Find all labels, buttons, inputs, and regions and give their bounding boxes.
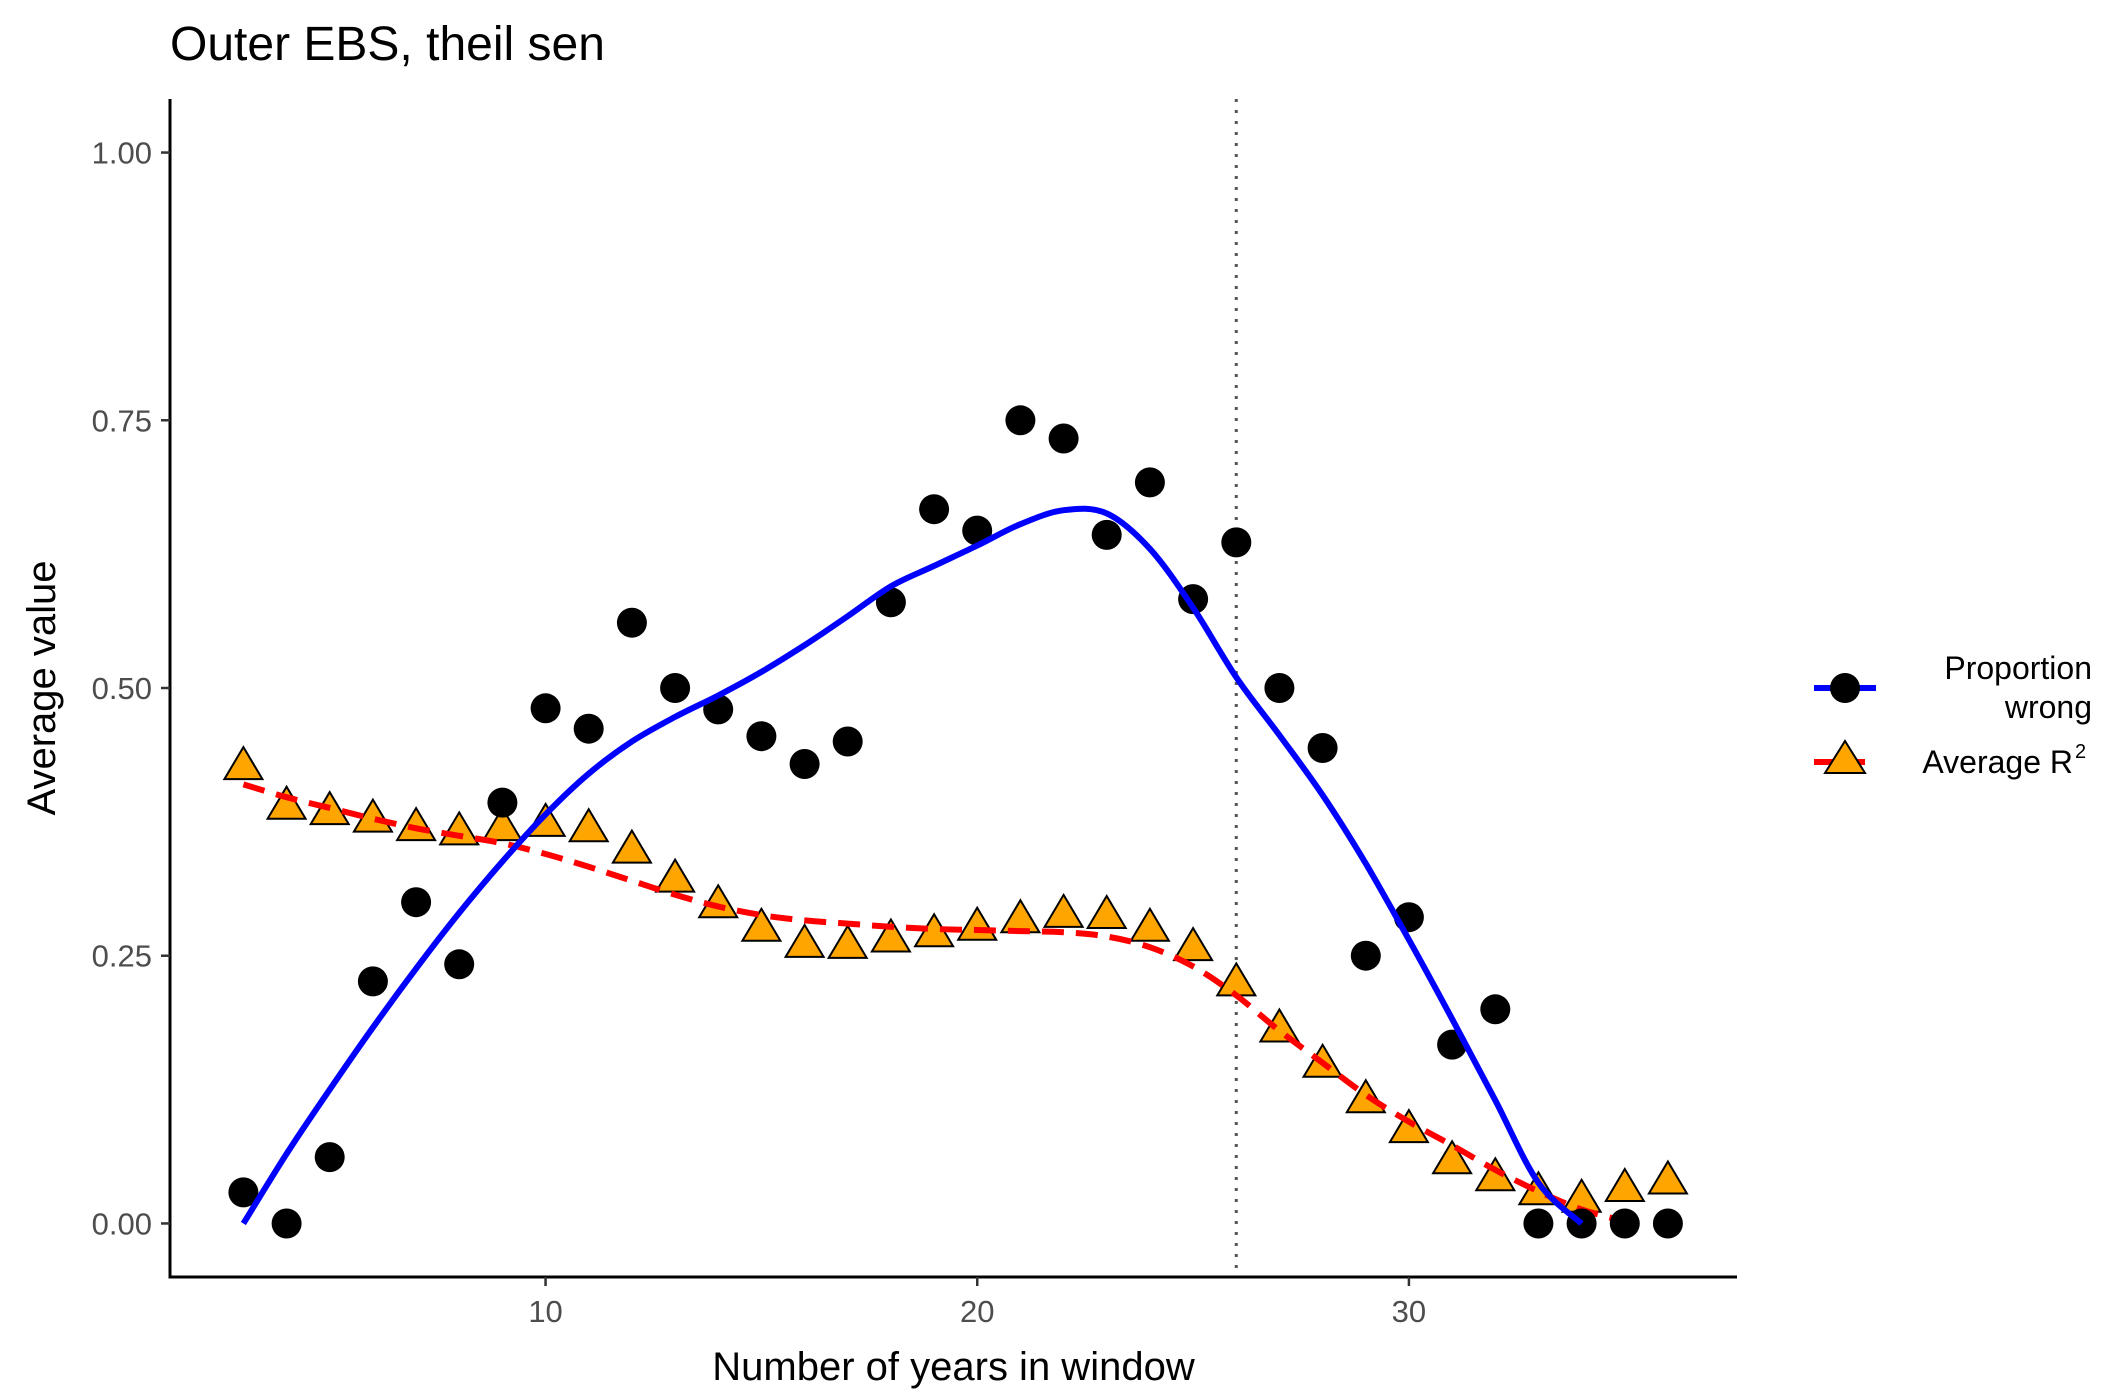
- legend: Proportion wrong Average R 2: [1814, 650, 2092, 780]
- point-proportion-wrong: [832, 726, 863, 757]
- y-tick-label: 0.25: [92, 939, 152, 974]
- point-average-r2: [956, 905, 998, 941]
- point-average-r2: [567, 807, 610, 843]
- point-proportion-wrong: [875, 587, 906, 618]
- point-average-r2: [611, 828, 653, 864]
- legend-label-proportion-wrong-line1: Proportion: [1944, 650, 2092, 686]
- point-proportion-wrong: [530, 693, 561, 724]
- smooth-line-average-r2: [242, 781, 1626, 1225]
- point-average-r2: [1215, 961, 1258, 997]
- point-average-r2: [999, 898, 1042, 934]
- point-average-r2: [1042, 892, 1085, 928]
- point-proportion-wrong: [573, 713, 604, 744]
- point-average-r2: [395, 806, 437, 842]
- point-average-r2: [654, 857, 696, 893]
- smooth-line-proportion-wrong: [240, 505, 1584, 1226]
- legend-label-average-r2: Average R: [1922, 744, 2073, 780]
- legend-key-marker-average-r2: [1823, 739, 1867, 774]
- x-axis-title: Number of years in window: [712, 1345, 1195, 1389]
- point-proportion-wrong: [1523, 1208, 1554, 1239]
- y-tick-label: 1.00: [92, 136, 152, 171]
- point-proportion-wrong: [1652, 1208, 1683, 1239]
- point-average-r2: [265, 784, 308, 820]
- x-tick-label: 20: [960, 1294, 994, 1329]
- point-proportion-wrong: [1350, 940, 1381, 971]
- plot-area: [222, 99, 1689, 1277]
- point-proportion-wrong: [487, 787, 518, 818]
- point-proportion-wrong: [401, 887, 432, 918]
- point-average-r2: [1258, 1007, 1301, 1043]
- point-proportion-wrong: [1480, 994, 1511, 1025]
- point-proportion-wrong: [1048, 423, 1079, 454]
- x-tick-label: 10: [528, 1294, 562, 1329]
- point-proportion-wrong: [962, 515, 993, 546]
- point-average-r2: [783, 922, 826, 958]
- legend-label-average-r2-superscript: 2: [2075, 741, 2086, 763]
- y-axis-title: Average value: [20, 561, 64, 816]
- point-proportion-wrong: [1134, 467, 1165, 498]
- point-proportion-wrong: [746, 721, 777, 752]
- legend-key-marker-proportion-wrong: [1830, 673, 1860, 703]
- y-tick-label: 0.75: [92, 403, 152, 438]
- point-average-r2: [1129, 906, 1171, 942]
- axes: 0.00 0.25 0.50 0.75 1.00 10 20 30: [92, 136, 1427, 1329]
- point-proportion-wrong: [444, 949, 475, 980]
- point-average-r2: [826, 923, 869, 959]
- point-proportion-wrong: [228, 1177, 259, 1208]
- point-proportion-wrong: [919, 494, 950, 525]
- point-average-r2: [1604, 1167, 1646, 1202]
- point-proportion-wrong: [1005, 405, 1036, 436]
- legend-label-proportion-wrong-line2: wrong: [2004, 689, 2092, 725]
- point-average-r2: [222, 745, 265, 781]
- point-proportion-wrong: [357, 966, 388, 997]
- point-proportion-wrong: [1221, 527, 1252, 558]
- point-average-r2: [481, 806, 524, 842]
- point-proportion-wrong: [1307, 733, 1338, 763]
- point-average-r2: [1431, 1139, 1473, 1175]
- point-average-r2: [740, 906, 783, 942]
- point-proportion-wrong: [271, 1208, 302, 1239]
- y-tick-label: 0.00: [92, 1206, 152, 1241]
- y-tick-label: 0.50: [92, 671, 152, 706]
- point-average-r2: [870, 917, 912, 953]
- chart-title: Outer EBS, theil sen: [170, 18, 605, 71]
- point-proportion-wrong: [1264, 673, 1295, 703]
- point-proportion-wrong: [789, 749, 820, 779]
- point-proportion-wrong: [660, 673, 691, 703]
- legend-label-average-r2-text: Average R: [1922, 744, 2073, 780]
- point-average-r2: [1474, 1156, 1517, 1192]
- point-proportion-wrong: [314, 1142, 345, 1173]
- point-proportion-wrong: [616, 607, 647, 638]
- point-average-r2: [438, 810, 480, 846]
- point-average-r2: [1647, 1159, 1689, 1195]
- point-average-r2: [1388, 1108, 1430, 1144]
- point-proportion-wrong: [1091, 519, 1122, 550]
- point-proportion-wrong: [1609, 1208, 1640, 1239]
- x-tick-label: 30: [1392, 1294, 1426, 1329]
- point-average-r2: [1085, 894, 1128, 929]
- point-average-r2: [1172, 926, 1214, 962]
